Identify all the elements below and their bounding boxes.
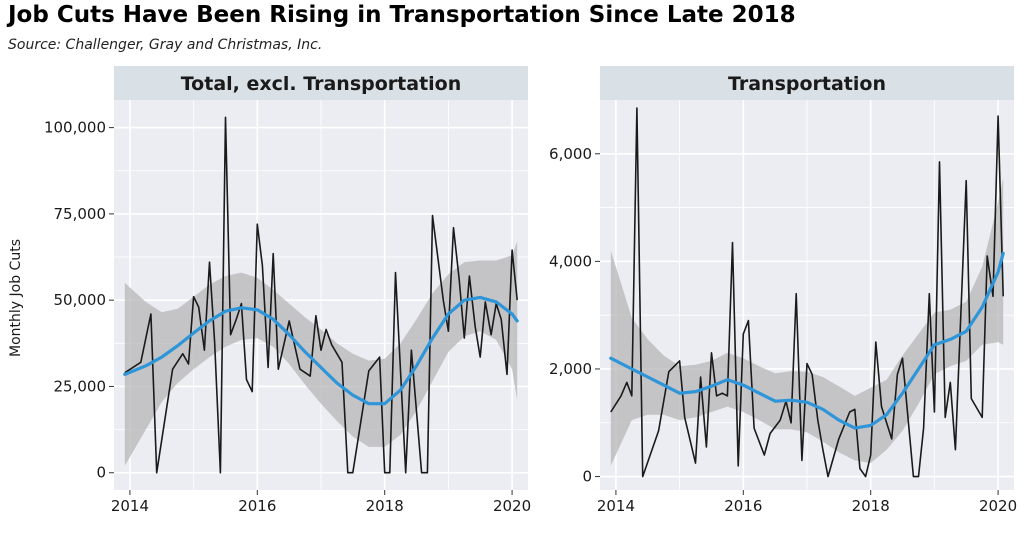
panel-title: Total, excl. Transportation xyxy=(181,73,462,95)
y-tick-label: 100,000 xyxy=(44,119,106,137)
x-tick-label: 2014 xyxy=(111,497,149,515)
monthly-job-cuts-line xyxy=(610,107,1004,478)
smooth-trend xyxy=(123,295,519,406)
monthly-series xyxy=(124,116,518,474)
x-tick-label: 2018 xyxy=(852,497,890,515)
strip-background xyxy=(600,66,1014,100)
x-tick-label: 2014 xyxy=(597,497,635,515)
x-tick-label: 2016 xyxy=(238,497,276,515)
panel-total-excl-transportation: Total, excl. Transportation 0 25,000 50,00… xyxy=(44,66,531,515)
y-tick-label: 0 xyxy=(582,468,592,486)
x-tick-label: 2018 xyxy=(366,497,404,515)
y-axis: 0 25,000 50,000 75,000 100,000 xyxy=(44,119,114,482)
monthly-series xyxy=(610,107,1004,478)
y-axis: 0 2,000 4,000 6,000 xyxy=(549,145,600,486)
strip-background xyxy=(114,66,528,100)
panel-title: Transportation xyxy=(728,73,886,95)
smooth-trend-line xyxy=(123,295,519,406)
x-tick-label: 2020 xyxy=(979,497,1017,515)
y-tick-label: 4,000 xyxy=(549,252,592,270)
chart-title: Job Cuts Have Been Rising in Transportat… xyxy=(8,2,796,28)
y-tick-label: 0 xyxy=(96,464,106,482)
y-axis-label: Monthly Job Cuts xyxy=(8,239,24,357)
chart-subtitle: Source: Challenger, Gray and Christmas, … xyxy=(8,37,323,53)
x-axis: 2014 2016 2018 2020 xyxy=(597,490,1017,515)
y-tick-label: 2,000 xyxy=(549,360,592,378)
x-tick-label: 2016 xyxy=(724,497,762,515)
smooth-trend-line xyxy=(609,251,1005,430)
smooth-trend xyxy=(609,251,1005,430)
x-axis: 2014 2016 2018 2020 xyxy=(111,490,531,515)
x-tick-label: 2020 xyxy=(493,497,531,515)
panel-transportation: Transportation 0 2,000 4,000 6,000 2014 2016… xyxy=(549,66,1017,515)
y-tick-label: 75,000 xyxy=(54,205,107,223)
y-tick-label: 50,000 xyxy=(54,291,107,309)
y-tick-label: 6,000 xyxy=(549,145,592,163)
monthly-job-cuts-line xyxy=(124,116,518,474)
y-tick-label: 25,000 xyxy=(54,377,107,395)
